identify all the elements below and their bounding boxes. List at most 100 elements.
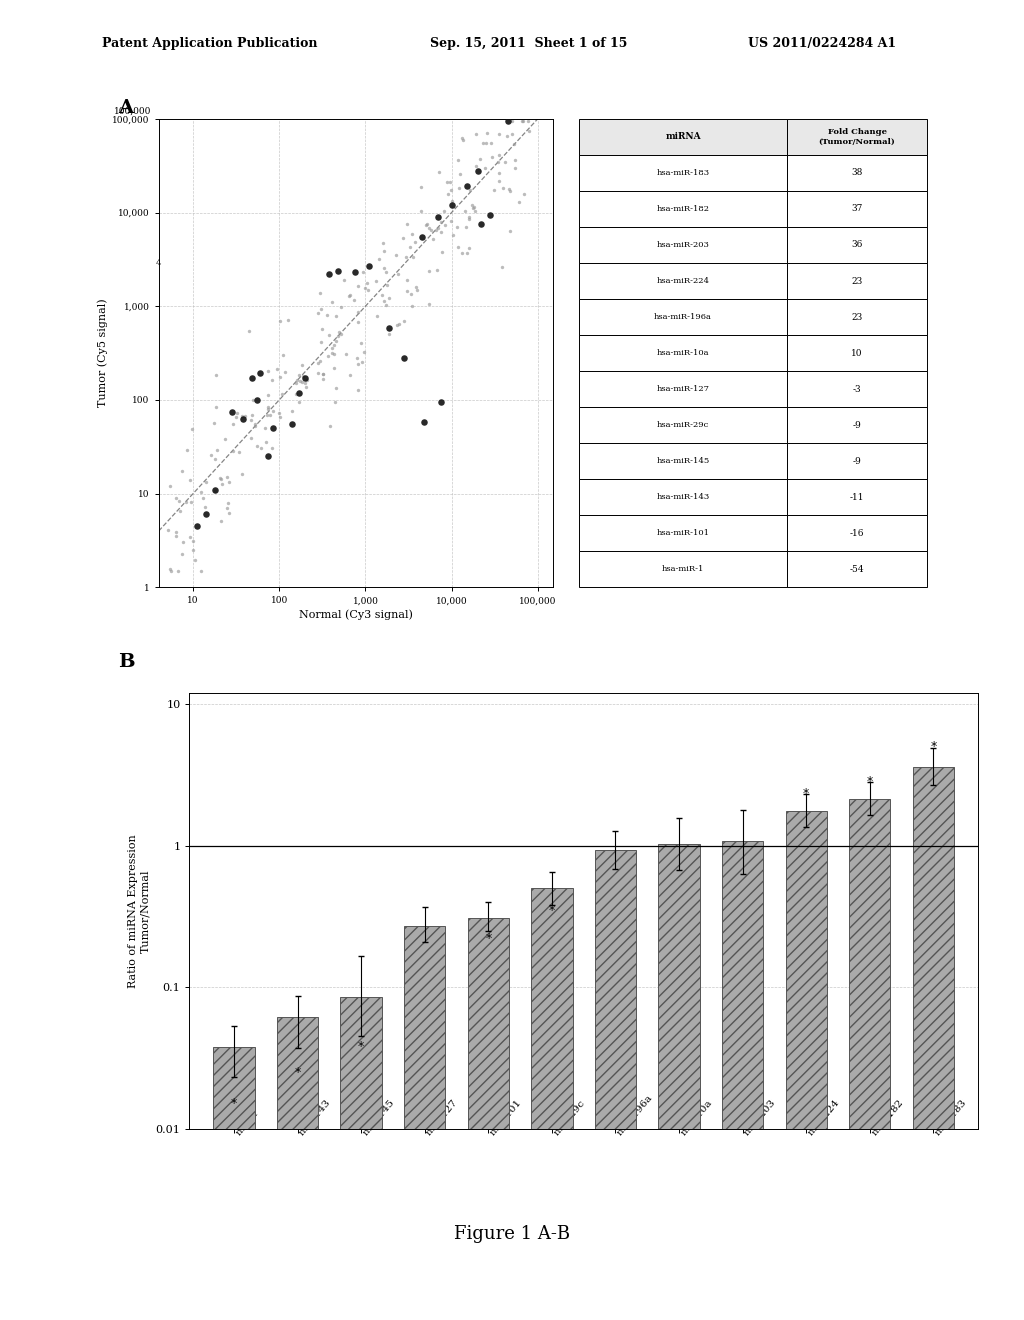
Text: hsa-miR-196a: hsa-miR-196a <box>654 313 712 321</box>
Point <box>241 321 257 342</box>
Point <box>502 220 518 242</box>
Text: A: A <box>118 99 133 117</box>
Point <box>429 259 445 280</box>
Point <box>465 198 481 219</box>
Y-axis label: Tumor (Cy5 signal): Tumor (Cy5 signal) <box>97 298 109 408</box>
Bar <box>579 119 787 154</box>
Text: -9: -9 <box>853 457 861 466</box>
Point <box>399 281 416 302</box>
Point <box>294 371 310 392</box>
Point <box>328 330 344 351</box>
Text: 4: 4 <box>156 260 162 268</box>
Point <box>413 176 429 197</box>
Point <box>209 440 225 461</box>
Point <box>264 400 281 421</box>
Point <box>265 417 282 438</box>
Text: hsa-miR-224: hsa-miR-224 <box>656 277 710 285</box>
Point <box>168 525 184 546</box>
Point <box>264 370 281 391</box>
Point <box>514 111 530 132</box>
Point <box>469 160 485 181</box>
Point <box>456 129 472 150</box>
Point <box>295 366 311 387</box>
Text: US 2011/0224284 A1: US 2011/0224284 A1 <box>748 37 896 50</box>
Point <box>436 201 453 222</box>
Point <box>212 511 228 532</box>
Point <box>252 362 268 383</box>
Point <box>433 211 450 232</box>
Point <box>395 347 412 368</box>
Bar <box>785 812 827 1320</box>
Point <box>310 352 327 374</box>
Point <box>284 401 300 422</box>
Point <box>432 392 449 413</box>
Bar <box>787 335 927 371</box>
Text: hsa-miR-182: hsa-miR-182 <box>656 205 710 213</box>
Point <box>297 368 313 389</box>
Point <box>439 172 456 193</box>
Point <box>162 558 178 579</box>
Point <box>193 560 209 581</box>
Point <box>328 305 344 326</box>
Point <box>324 343 340 364</box>
Bar <box>595 850 636 1320</box>
Point <box>197 496 213 517</box>
Point <box>378 294 394 315</box>
Point <box>376 257 392 279</box>
Point <box>490 162 507 183</box>
Point <box>227 407 244 428</box>
Point <box>292 371 308 392</box>
Point <box>499 125 515 147</box>
Point <box>167 487 183 508</box>
Point <box>207 480 223 502</box>
Bar <box>787 444 927 479</box>
Point <box>396 310 413 331</box>
Text: Patent Application Publication: Patent Application Publication <box>102 37 317 50</box>
Point <box>407 231 423 252</box>
Point <box>298 370 314 391</box>
Point <box>500 111 516 132</box>
Point <box>490 123 507 144</box>
Point <box>478 132 495 153</box>
Point <box>327 392 343 413</box>
Point <box>360 255 377 276</box>
Point <box>314 368 331 389</box>
Point <box>457 201 473 222</box>
Point <box>247 416 263 437</box>
Point <box>274 345 291 366</box>
Bar <box>787 191 927 227</box>
Bar <box>579 479 787 515</box>
Point <box>349 380 366 401</box>
Point <box>350 301 367 322</box>
Point <box>324 337 340 358</box>
Point <box>219 498 236 519</box>
Point <box>333 323 349 345</box>
Point <box>234 463 251 484</box>
Point <box>330 325 346 346</box>
Point <box>441 172 458 193</box>
Point <box>185 540 202 561</box>
Point <box>485 180 502 201</box>
Point <box>356 277 373 298</box>
Point <box>288 384 304 405</box>
Point <box>259 404 275 425</box>
Point <box>416 412 432 433</box>
Bar <box>912 767 954 1320</box>
Text: -9: -9 <box>853 421 861 430</box>
Point <box>175 532 191 553</box>
Point <box>374 285 390 306</box>
Point <box>461 238 477 259</box>
Text: hsa-miR-101: hsa-miR-101 <box>656 529 710 537</box>
Point <box>338 343 354 364</box>
Point <box>462 180 478 201</box>
Point <box>454 243 470 264</box>
Point <box>368 271 384 292</box>
Point <box>473 214 489 235</box>
Point <box>388 314 404 335</box>
Point <box>244 368 260 389</box>
Text: Fold Change
(Tumor/Normal): Fold Change (Tumor/Normal) <box>819 128 895 145</box>
Point <box>371 248 387 269</box>
Point <box>394 227 411 248</box>
Text: hsa-miR-29c: hsa-miR-29c <box>656 421 710 429</box>
Point <box>450 236 466 257</box>
